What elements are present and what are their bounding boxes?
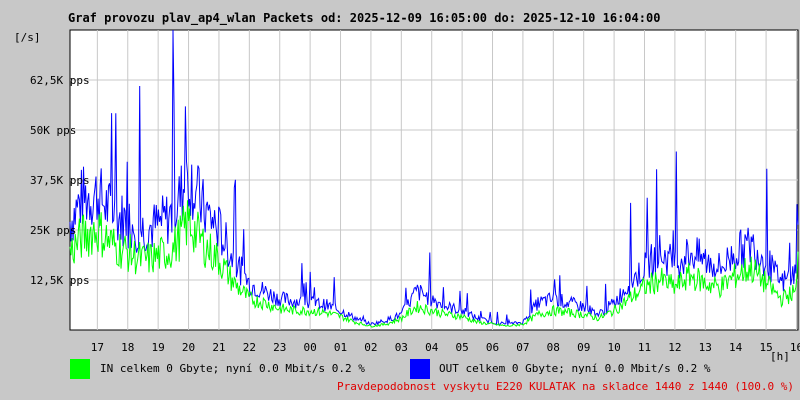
x-tick-label: 23 <box>273 341 286 354</box>
x-tick-label: 00 <box>304 341 317 354</box>
x-tick-label: 22 <box>243 341 256 354</box>
tick-labels: 12,5K pps 25K pps 37,5K pps 50K pps 62,5K pp… <box>30 74 800 354</box>
x-tick-label: 15 <box>759 341 772 354</box>
legend-out-swatch <box>410 359 430 379</box>
x-tick-label: 10 <box>607 341 620 354</box>
y-tick-label: 25K pps <box>30 224 76 237</box>
x-tick-label: 03 <box>395 341 408 354</box>
x-tick-label: 05 <box>455 341 468 354</box>
x-tick-label: 20 <box>182 341 195 354</box>
y-tick-label: 12,5K pps <box>30 274 90 287</box>
x-axis-unit: [h] <box>770 350 790 363</box>
chart-title: Graf provozu plav_ap4_wlan Packets od: 2… <box>68 11 661 25</box>
x-tick-label: 21 <box>212 341 225 354</box>
x-tick-label: 13 <box>699 341 712 354</box>
y-tick-label: 37,5K pps <box>30 174 90 187</box>
x-tick-label: 16 <box>790 341 800 354</box>
x-tick-label: 02 <box>364 341 377 354</box>
legend-in-swatch <box>70 359 90 379</box>
y-axis-unit: [/s] <box>14 31 41 44</box>
footer-note: Pravdepodobnost vyskytu E220 KULATAK na … <box>337 380 794 393</box>
series-layer <box>69 29 799 328</box>
x-tick-label: 11 <box>638 341 651 354</box>
y-tick-label: 50K pps <box>30 124 76 137</box>
series-line-out <box>69 29 799 326</box>
x-tick-label: 06 <box>486 341 499 354</box>
legend-out-text: OUT celkem 0 Gbyte; nyní 0.0 Mbit/s 0.2 … <box>439 362 711 375</box>
x-tick-label: 08 <box>547 341 560 354</box>
legend-in-text: IN celkem 0 Gbyte; nyní 0.0 Mbit/s 0.2 % <box>100 362 365 375</box>
x-tick-label: 19 <box>152 341 165 354</box>
x-tick-label: 01 <box>334 341 347 354</box>
x-tick-label: 12 <box>668 341 681 354</box>
x-tick-label: 14 <box>729 341 743 354</box>
x-tick-label: 17 <box>91 341 104 354</box>
x-tick-label: 18 <box>121 341 134 354</box>
x-tick-label: 04 <box>425 341 439 354</box>
x-tick-label: 07 <box>516 341 529 354</box>
x-tick-label: 09 <box>577 341 590 354</box>
y-tick-label: 62,5K pps <box>30 74 90 87</box>
series-line-in <box>69 200 799 328</box>
